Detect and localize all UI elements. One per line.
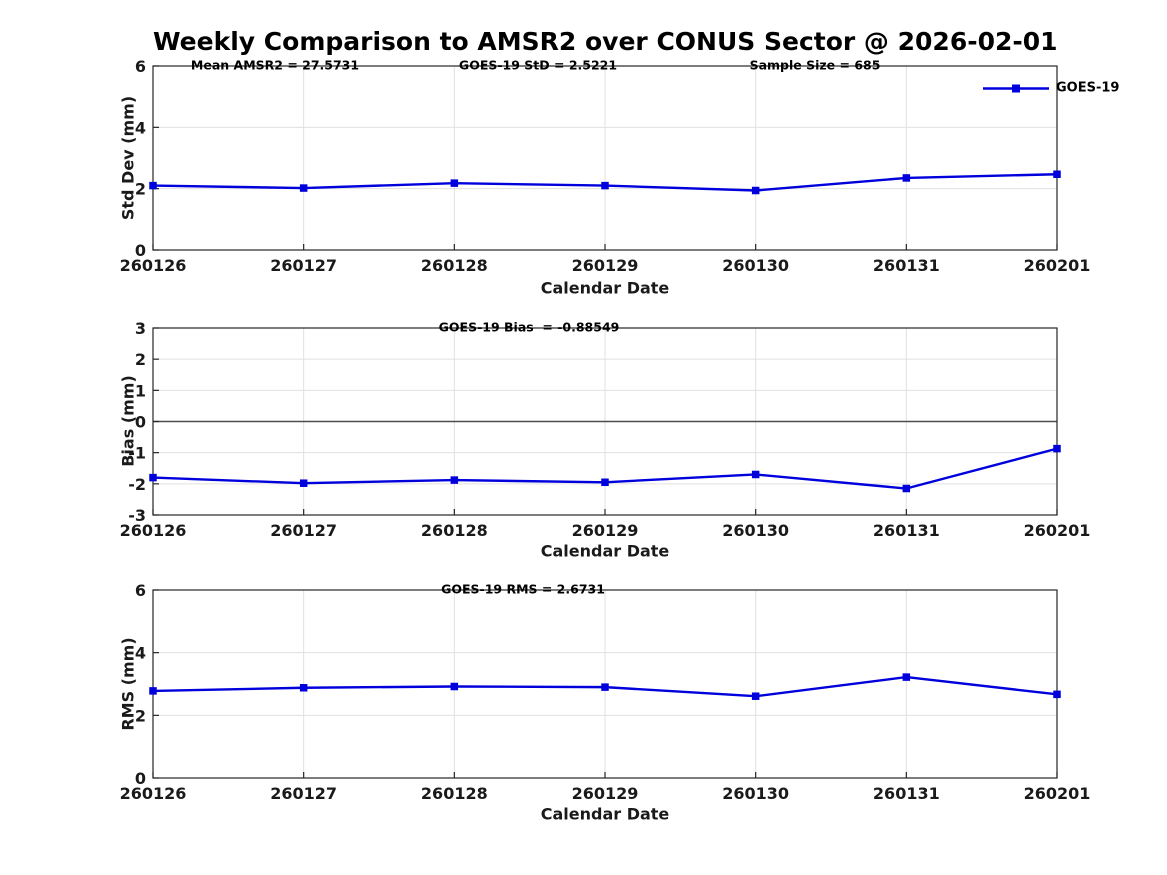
data-point-marker [149,473,157,482]
data-point-marker [751,186,760,195]
x-tick-label: 260130 [722,256,789,275]
annotation-mean-amsr2: Mean AMSR2 = 27.5731 [190,57,360,73]
y-axis-label-bias: Bias (mm) [118,375,138,467]
x-tick-label: 260127 [270,256,337,275]
data-point-marker [902,484,911,493]
y-tick-label: -1 [128,444,146,463]
data-point-marker [1053,170,1061,179]
data-point-marker [299,684,308,692]
x-axis-label-bias: Calendar Date [540,541,670,561]
data-point-marker [1053,690,1061,699]
data-point-marker [450,476,459,484]
x-tick-label: 260128 [421,784,488,803]
x-tick-label: 260126 [120,256,187,275]
y-tick-label: -3 [128,506,146,525]
data-point-marker [149,687,157,695]
y-tick-label: -2 [128,475,146,494]
y-axis-label-stddev: Std Dev (mm) [118,95,138,221]
y-tick-label: 6 [135,581,146,600]
y-tick-label: 4 [135,644,146,663]
legend: GOES-19 [983,81,1119,96]
x-tick-label: 260201 [1024,521,1091,540]
y-tick-label: 0 [135,413,146,432]
x-tick-label: 260130 [722,784,789,803]
data-point-marker [902,174,911,182]
y-tick-label: 0 [135,769,146,788]
x-tick-label: 260129 [572,256,639,275]
x-tick-label: 260131 [873,256,940,275]
x-tick-label: 260201 [1024,784,1091,803]
y-tick-label: 2 [135,706,146,725]
data-point-marker [601,683,609,691]
x-tick-label: 260128 [421,521,488,540]
data-point-marker [450,179,459,187]
annotation-goes19-rms: GOES-19 RMS = 2.6731 [441,581,605,597]
x-tick-label: 260127 [270,784,337,803]
x-tick-label: 260126 [120,784,187,803]
x-tick-label: 260129 [572,521,639,540]
y-tick-label: 6 [135,57,146,76]
annotation-goes19-std: GOES-19 StD = 2.5221 [458,57,618,73]
legend-label: GOES-19 [1056,80,1120,96]
data-point-marker [601,181,609,190]
y-tick-label: 1 [135,381,146,400]
legend-line-marker-icon [983,84,1049,92]
data-point-marker [299,184,308,192]
data-point-marker [902,673,911,681]
y-tick-label: 0 [135,241,146,260]
data-point-marker [450,682,459,691]
x-tick-label: 260130 [722,521,789,540]
data-point-marker [601,478,609,487]
x-tick-label: 260131 [873,521,940,540]
y-tick-label: 4 [135,118,146,137]
x-tick-label: 260128 [421,256,488,275]
data-point-marker [1053,444,1061,453]
data-point-marker [751,692,760,700]
y-tick-label: 2 [135,350,146,369]
annotation-sample-size: Sample Size = 685 [749,57,881,73]
x-axis-label-stddev: Calendar Date [540,278,670,298]
data-point-marker [751,470,760,479]
y-axis-label-rms: RMS (mm) [118,637,138,731]
chart-title: Weekly Comparison to AMSR2 over CONUS Se… [153,27,1058,56]
x-tick-label: 260129 [572,784,639,803]
x-tick-label: 260126 [120,521,187,540]
data-point-marker [299,479,308,487]
data-point-marker [149,181,157,190]
annotation-goes19-bias: GOES-19 Bias = -0.88549 [438,319,620,335]
y-tick-label: 2 [135,180,146,199]
x-tick-label: 260131 [873,784,940,803]
y-tick-label: 3 [135,319,146,338]
x-tick-label: 260127 [270,521,337,540]
x-tick-label: 260201 [1024,256,1091,275]
x-axis-label-rms: Calendar Date [540,804,670,824]
